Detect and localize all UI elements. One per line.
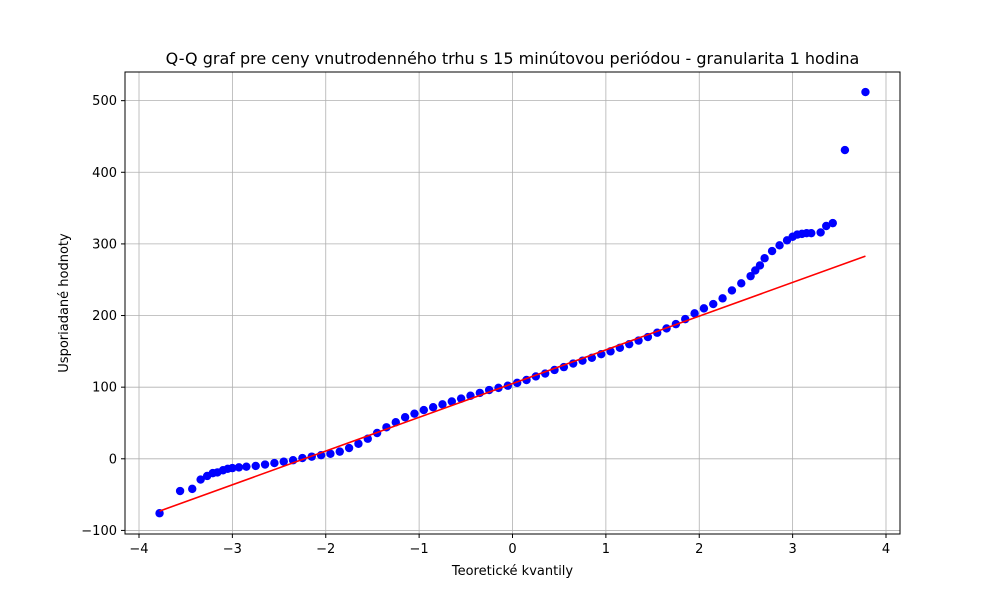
- qq-point: [410, 409, 419, 418]
- reference-line: [159, 255, 866, 512]
- x-tick-label: 0: [508, 542, 516, 557]
- qq-point: [861, 87, 870, 97]
- qq-point: [438, 400, 447, 409]
- qq-point: [709, 299, 718, 309]
- x-tick-label: 1: [602, 542, 610, 557]
- qq-point: [727, 286, 737, 295]
- qq-point: [234, 463, 244, 472]
- x-tick-label: 3: [788, 542, 796, 557]
- qq-point: [354, 439, 363, 448]
- qq-point: [447, 397, 457, 406]
- qq-point: [760, 254, 769, 263]
- qq-point: [242, 462, 251, 471]
- qq-point: [699, 304, 709, 313]
- qq-point: [279, 457, 288, 466]
- x-tick-label: 4: [882, 542, 890, 557]
- qq-point: [326, 449, 335, 458]
- qq-point: [767, 246, 777, 256]
- y-axis-label: Usporiadané hodnoty: [57, 233, 72, 373]
- qq-point: [822, 221, 831, 231]
- qq-point: [228, 463, 237, 473]
- qq-point: [828, 218, 837, 228]
- y-tick-label: 200: [92, 309, 117, 324]
- x-tick-label: −3: [223, 542, 242, 557]
- qq-point: [260, 460, 270, 469]
- y-tick-label: 300: [92, 237, 117, 252]
- x-tick-label: −4: [129, 542, 148, 557]
- qq-point: [251, 461, 260, 471]
- y-tick-label: 500: [92, 94, 117, 109]
- qq-point: [816, 228, 825, 237]
- plot-marks: [155, 87, 870, 518]
- x-axis-label: Teoretické kvantily: [451, 564, 574, 579]
- y-tick-label: 400: [92, 166, 117, 181]
- qq-point: [690, 309, 699, 318]
- qq-point: [175, 486, 185, 496]
- qq-point: [840, 145, 850, 155]
- qq-point: [400, 413, 410, 422]
- x-tick-label: −1: [410, 542, 429, 557]
- y-tick-label: 100: [92, 381, 117, 396]
- y-tick-label: −100: [81, 524, 117, 539]
- qq-point: [807, 228, 816, 238]
- x-tick-label: 2: [695, 542, 703, 557]
- qq-point: [419, 405, 428, 415]
- qq-point: [775, 241, 784, 250]
- qq-point: [270, 458, 279, 468]
- chart-title: Q-Q graf pre ceny vnutrodenného trhu s 1…: [166, 49, 860, 68]
- x-tick-label: −2: [316, 542, 335, 557]
- axis-ticks: −4 −3 −2 −1 0 1 2 3 4 −100 0 100 200 300 400 500: [81, 94, 890, 557]
- qq-point: [196, 475, 205, 484]
- qq-point: [737, 279, 746, 288]
- qq-point: [718, 294, 727, 303]
- qq-point: [755, 261, 765, 270]
- qq-point: [344, 443, 354, 453]
- y-tick-label: 0: [109, 452, 117, 467]
- qq-point: [188, 484, 197, 494]
- qq-point: [428, 403, 438, 412]
- qq-point: [335, 447, 344, 456]
- grid: [125, 72, 900, 534]
- qq-point: [746, 271, 755, 281]
